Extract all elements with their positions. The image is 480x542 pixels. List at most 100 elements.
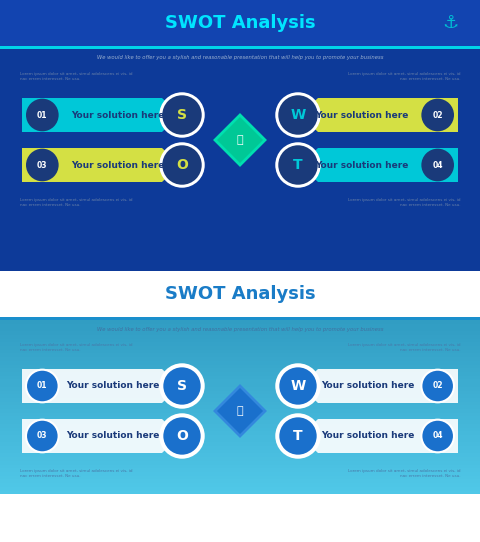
FancyBboxPatch shape [0,297,480,302]
Text: SWOT Analysis: SWOT Analysis [165,14,315,32]
Circle shape [162,366,202,406]
Circle shape [26,370,59,402]
FancyBboxPatch shape [0,393,480,398]
FancyBboxPatch shape [0,404,480,409]
FancyBboxPatch shape [0,293,480,298]
Text: T: T [293,429,303,443]
FancyBboxPatch shape [0,482,480,487]
Text: 04: 04 [432,431,443,441]
Text: 01: 01 [37,111,48,119]
Text: Lorem ipsum dolor sit amet, simul adolescens ei vis, id
nac errem interesset. Ne: Lorem ipsum dolor sit amet, simul adoles… [20,72,132,81]
Text: Your solution here: Your solution here [71,111,165,119]
FancyBboxPatch shape [0,460,480,464]
Polygon shape [215,386,265,436]
Text: T: T [293,158,303,172]
Text: Your solution here: Your solution here [66,382,159,390]
FancyBboxPatch shape [0,371,480,376]
Text: Lorem ipsum dolor sit amet, simul adolescens ei vis, id
nac errem interesset. Ne: Lorem ipsum dolor sit amet, simul adoles… [348,343,460,352]
Text: W: W [290,108,306,122]
FancyBboxPatch shape [0,375,480,379]
Text: Lorem ipsum dolor sit amet, simul adolescens ei vis, id
nac errem interesset. Ne: Lorem ipsum dolor sit amet, simul adoles… [348,469,460,478]
Text: ⛵: ⛵ [237,135,243,145]
Circle shape [421,99,454,131]
Text: O: O [176,429,188,443]
Text: 02: 02 [432,111,443,119]
Text: Your solution here: Your solution here [71,160,165,170]
Polygon shape [300,98,458,132]
FancyBboxPatch shape [0,423,480,428]
Text: We would like to offer you a stylish and reasonable presentation that will help : We would like to offer you a stylish and… [97,326,383,332]
Text: ⛵: ⛵ [237,406,243,416]
Circle shape [162,95,202,135]
Circle shape [421,420,454,453]
Polygon shape [22,419,180,453]
FancyBboxPatch shape [0,271,480,317]
FancyBboxPatch shape [0,486,480,491]
Text: Your solution here: Your solution here [315,160,409,170]
FancyBboxPatch shape [0,338,480,343]
FancyBboxPatch shape [0,479,480,483]
Polygon shape [300,148,458,182]
FancyBboxPatch shape [0,275,480,280]
Text: We would like to offer you a stylish and reasonable presentation that will help : We would like to offer you a stylish and… [97,55,383,61]
Text: ⚓: ⚓ [442,14,458,32]
Circle shape [162,145,202,185]
FancyBboxPatch shape [0,416,480,420]
FancyBboxPatch shape [0,408,480,413]
FancyBboxPatch shape [0,441,480,446]
Circle shape [159,363,204,409]
FancyBboxPatch shape [0,356,480,361]
FancyBboxPatch shape [0,467,480,472]
FancyBboxPatch shape [0,317,480,319]
Circle shape [278,145,318,185]
Text: Lorem ipsum dolor sit amet, simul adolescens ei vis, id
nac errem interesset. Ne: Lorem ipsum dolor sit amet, simul adoles… [20,198,132,207]
Circle shape [26,99,59,131]
FancyBboxPatch shape [0,271,480,276]
Circle shape [159,414,204,459]
Text: 03: 03 [37,431,48,441]
Text: W: W [290,379,306,393]
FancyBboxPatch shape [0,397,480,402]
Text: SWOT Analysis: SWOT Analysis [165,285,315,303]
Text: 01: 01 [37,382,48,390]
Polygon shape [300,419,458,453]
FancyBboxPatch shape [0,489,480,494]
Circle shape [159,143,204,188]
FancyBboxPatch shape [0,471,480,476]
FancyBboxPatch shape [0,463,480,468]
FancyBboxPatch shape [0,315,480,320]
FancyBboxPatch shape [0,279,480,283]
FancyBboxPatch shape [0,364,480,369]
FancyBboxPatch shape [0,419,480,424]
FancyBboxPatch shape [0,367,480,372]
FancyBboxPatch shape [0,390,480,394]
FancyBboxPatch shape [0,345,480,350]
FancyBboxPatch shape [0,427,480,431]
FancyBboxPatch shape [0,301,480,305]
Text: 02: 02 [432,382,443,390]
Circle shape [162,416,202,456]
Text: Lorem ipsum dolor sit amet, simul adolescens ei vis, id
nac errem interesset. Ne: Lorem ipsum dolor sit amet, simul adoles… [348,198,460,207]
Circle shape [421,370,454,402]
Circle shape [275,143,321,188]
FancyBboxPatch shape [0,341,480,346]
Circle shape [278,366,318,406]
Polygon shape [22,98,180,132]
Text: Your solution here: Your solution here [66,431,159,441]
Text: Lorem ipsum dolor sit amet, simul adolescens ei vis, id
nac errem interesset. Ne: Lorem ipsum dolor sit amet, simul adoles… [20,469,132,478]
Text: O: O [176,158,188,172]
FancyBboxPatch shape [0,323,480,327]
FancyBboxPatch shape [0,330,480,335]
FancyBboxPatch shape [0,453,480,457]
FancyBboxPatch shape [0,378,480,383]
FancyBboxPatch shape [0,334,480,339]
Polygon shape [22,369,180,403]
FancyBboxPatch shape [0,326,480,331]
Text: S: S [177,379,187,393]
Circle shape [275,414,321,459]
Circle shape [26,149,59,182]
FancyBboxPatch shape [0,46,480,48]
FancyBboxPatch shape [0,286,480,291]
FancyBboxPatch shape [0,386,480,391]
Text: Your solution here: Your solution here [321,382,414,390]
